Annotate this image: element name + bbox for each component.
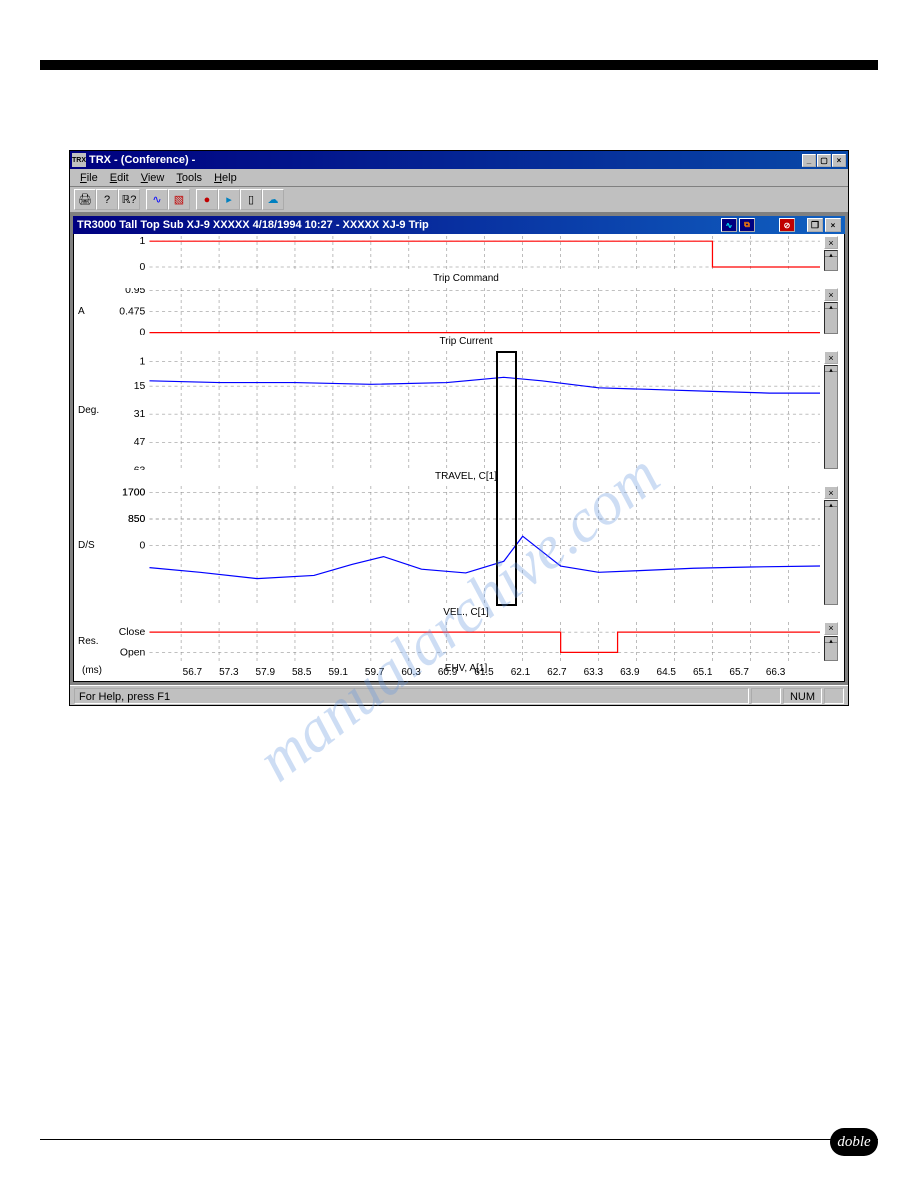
panel-label: Trip Current bbox=[112, 336, 820, 347]
document-title: TR3000 Tall Top Sub XJ-9 XXXXX 4/18/1994… bbox=[77, 219, 721, 231]
chart-panel-0[interactable]: ×▴10Trip Command bbox=[112, 236, 820, 272]
panel-scrollbar[interactable]: ▴ bbox=[824, 250, 838, 271]
app-icon: TRX bbox=[72, 153, 86, 167]
y-unit-label: Deg. bbox=[78, 405, 99, 416]
svg-text:0: 0 bbox=[140, 541, 146, 552]
svg-text:1700: 1700 bbox=[122, 488, 145, 499]
svg-text:Open: Open bbox=[120, 647, 145, 658]
maximize-button[interactable]: ▢ bbox=[817, 154, 831, 167]
play-icon[interactable]: ▸ bbox=[218, 189, 240, 210]
chart-panel-1[interactable]: ×▴0.950.4750Trip Current bbox=[112, 288, 820, 335]
menu-help[interactable]: Help bbox=[208, 171, 243, 185]
context-help-icon[interactable]: ℝ? bbox=[118, 189, 140, 210]
panel-close-button[interactable]: × bbox=[824, 486, 838, 499]
svg-text:1: 1 bbox=[140, 357, 146, 368]
chart-panel-2[interactable]: ×▴115314763TRAVEL, C[1] bbox=[112, 351, 820, 470]
svg-text:15: 15 bbox=[134, 381, 146, 392]
svg-text:850: 850 bbox=[128, 514, 146, 525]
y-unit-label: A bbox=[78, 306, 85, 317]
svg-text:63.9: 63.9 bbox=[620, 667, 640, 678]
svg-text:65.7: 65.7 bbox=[729, 667, 749, 678]
svg-text:0.475: 0.475 bbox=[119, 307, 145, 318]
stop-icon[interactable]: ⊘ bbox=[779, 218, 795, 232]
panel-scrollbar[interactable]: ▴ bbox=[824, 302, 838, 334]
close-button[interactable]: × bbox=[832, 154, 846, 167]
svg-text:63: 63 bbox=[134, 465, 146, 470]
title-bar: TRX TRX - (Conference) - _ ▢ × bbox=[70, 151, 848, 169]
svg-text:47: 47 bbox=[134, 437, 146, 448]
y-unit-label: D/S bbox=[78, 540, 95, 551]
panel-close-button[interactable]: × bbox=[824, 351, 838, 364]
signal-icon[interactable]: ⧉ bbox=[739, 218, 755, 232]
menu-bar: FileEditViewToolsHelp bbox=[70, 169, 848, 187]
svg-text:31: 31 bbox=[134, 409, 146, 420]
minimize-button[interactable]: _ bbox=[802, 154, 816, 167]
svg-text:60.9: 60.9 bbox=[438, 667, 458, 678]
svg-text:64.5: 64.5 bbox=[657, 667, 677, 678]
y-unit-label: Res. bbox=[78, 636, 99, 647]
svg-text:63.3: 63.3 bbox=[584, 667, 604, 678]
print-icon[interactable]: 🖨 bbox=[74, 189, 96, 210]
svg-text:59.1: 59.1 bbox=[328, 667, 348, 678]
svg-text:57.3: 57.3 bbox=[219, 667, 239, 678]
panel-scrollbar[interactable]: ▴ bbox=[824, 636, 838, 661]
status-help-text: For Help, press F1 bbox=[74, 688, 749, 704]
wave-icon[interactable]: ∿ bbox=[146, 189, 168, 210]
svg-text:62.1: 62.1 bbox=[511, 667, 531, 678]
menu-view[interactable]: View bbox=[135, 171, 171, 185]
doc-close-button[interactable]: × bbox=[825, 218, 841, 232]
svg-text:58.5: 58.5 bbox=[292, 667, 312, 678]
panel-close-button[interactable]: × bbox=[824, 236, 838, 249]
document-title-bar: TR3000 Tall Top Sub XJ-9 XXXXX 4/18/1994… bbox=[73, 216, 845, 234]
svg-text:62.7: 62.7 bbox=[547, 667, 567, 678]
svg-text:Close: Close bbox=[119, 627, 146, 638]
panel-close-button[interactable]: × bbox=[824, 288, 838, 301]
menu-tools[interactable]: Tools bbox=[170, 171, 208, 185]
svg-text:66.3: 66.3 bbox=[766, 667, 786, 678]
record-icon[interactable]: ● bbox=[196, 189, 218, 210]
chart-panel-4[interactable]: ×▴CloseOpenEHV, A[1] bbox=[112, 622, 820, 662]
app-window: TRX TRX - (Conference) - _ ▢ × FileEditV… bbox=[69, 150, 849, 706]
svg-text:60.3: 60.3 bbox=[401, 667, 421, 678]
panel-label: Trip Command bbox=[112, 273, 820, 284]
doc-restore-button[interactable]: ❐ bbox=[807, 218, 823, 232]
page-footer: doble bbox=[40, 1139, 878, 1148]
svg-text:65.1: 65.1 bbox=[693, 667, 713, 678]
chart-panel-3[interactable]: ×▴170085008501700VEL., C[1] bbox=[112, 486, 820, 605]
status-bar: For Help, press F1 NUM bbox=[70, 685, 848, 705]
window-title: TRX - (Conference) - bbox=[89, 154, 802, 166]
panel-label: VEL., C[1] bbox=[112, 607, 820, 618]
header-divider bbox=[40, 60, 878, 70]
x-axis-unit: (ms) bbox=[82, 665, 102, 676]
toolbar: 🖨?ℝ? ∿▧ ●▸▯☁ bbox=[70, 187, 848, 213]
svg-text:59.7: 59.7 bbox=[365, 667, 385, 678]
panel-label: TRAVEL, C[1] bbox=[112, 471, 820, 482]
svg-text:0: 0 bbox=[140, 328, 146, 335]
svg-text:56.7: 56.7 bbox=[183, 667, 203, 678]
status-blank bbox=[751, 688, 781, 704]
svg-text:0.95: 0.95 bbox=[125, 288, 146, 296]
help-icon[interactable]: ? bbox=[96, 189, 118, 210]
doble-logo: doble bbox=[830, 1128, 878, 1156]
svg-text:1: 1 bbox=[140, 236, 146, 247]
doc-icon[interactable]: ▯ bbox=[240, 189, 262, 210]
cloud-icon[interactable]: ☁ bbox=[262, 189, 284, 210]
svg-text:0: 0 bbox=[140, 262, 146, 272]
chart-area[interactable]: ×▴10Trip Command×▴0.950.4750Trip Current… bbox=[73, 234, 845, 682]
menu-file[interactable]: File bbox=[74, 171, 104, 185]
svg-text:61.5: 61.5 bbox=[474, 667, 494, 678]
flag-icon[interactable]: ▧ bbox=[168, 189, 190, 210]
panel-scrollbar[interactable]: ▴ bbox=[824, 500, 838, 604]
menu-edit[interactable]: Edit bbox=[104, 171, 135, 185]
panel-scrollbar[interactable]: ▴ bbox=[824, 365, 838, 469]
document-area: TR3000 Tall Top Sub XJ-9 XXXXX 4/18/1994… bbox=[70, 213, 848, 685]
status-blank2 bbox=[824, 688, 844, 704]
status-num: NUM bbox=[783, 688, 822, 704]
wave-icon[interactable]: ∿ bbox=[721, 218, 737, 232]
panel-close-button[interactable]: × bbox=[824, 622, 838, 635]
svg-text:57.9: 57.9 bbox=[256, 667, 276, 678]
